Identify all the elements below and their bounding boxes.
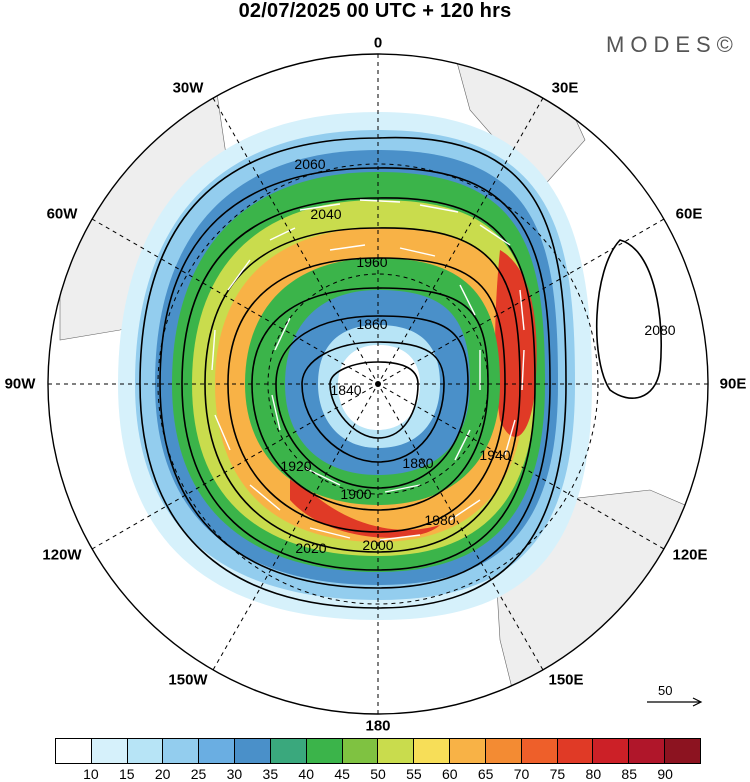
- map-title: 02/07/2025 00 UTC + 120 hrs: [238, 0, 512, 22]
- colorbar-tick-label: 85: [621, 766, 638, 782]
- colorbar-tick-label: 40: [298, 766, 315, 782]
- colorbar-tick-label: 55: [406, 766, 422, 782]
- colorbar-swatch: [56, 739, 92, 763]
- contour-label: 1920: [280, 458, 312, 474]
- contour-label: 2020: [295, 540, 327, 556]
- vector-reference-label: 50: [658, 683, 673, 698]
- contour-label: 2080: [644, 322, 676, 338]
- vector-reference-arrow: [647, 697, 703, 707]
- colorbar-tick-label: 50: [370, 766, 386, 782]
- colorbar-swatch: [127, 739, 164, 763]
- contour-label: 1860: [356, 316, 388, 332]
- lon-label-30w: 30W: [172, 79, 204, 97]
- contour-label: 2060: [294, 156, 326, 172]
- colorbar-swatch: [593, 739, 630, 763]
- map-boundary: [47, 53, 709, 715]
- contour-label: 1980: [424, 512, 456, 528]
- contour-label: 2000: [362, 537, 394, 553]
- colorbar-tick-label: 75: [549, 766, 566, 782]
- colorbar-tick-label: 25: [190, 766, 207, 782]
- colorbar-swatch: [485, 739, 522, 763]
- colorbar-tick-label: 45: [334, 766, 350, 782]
- contour-label: 2040: [310, 206, 342, 222]
- contour-label: 1900: [340, 486, 372, 502]
- colorbar-tick-label: 60: [441, 766, 458, 782]
- lon-label-0: 0: [373, 34, 383, 52]
- lon-label-120w: 120W: [42, 546, 82, 564]
- lon-label-30e: 30E: [551, 79, 579, 97]
- colorbar-tick-label: 20: [154, 766, 171, 782]
- colorbar-swatch: [414, 739, 451, 763]
- wind-vectors: [211, 199, 525, 541]
- colorbar-tick-label: 10: [83, 766, 99, 782]
- colorbar-swatch: [235, 739, 271, 763]
- colorbar-tick-label: 70: [513, 766, 530, 782]
- colorbar-swatch: [557, 739, 594, 763]
- colorbar-swatch: [306, 739, 343, 763]
- modes-logo: MODES©: [606, 32, 739, 57]
- colorbar: [55, 738, 701, 764]
- colorbar-swatch: [91, 739, 128, 763]
- colorbar-swatch: [342, 739, 379, 763]
- lon-label-90w: 90W: [4, 375, 36, 393]
- colorbar-swatch: [199, 739, 236, 763]
- colorbar-swatch: [270, 739, 307, 763]
- lon-label-150e: 150E: [548, 671, 584, 689]
- lon-label-60w: 60W: [46, 205, 78, 223]
- lon-label-90e: 90E: [719, 375, 747, 393]
- lon-label-60e: 60E: [675, 205, 703, 223]
- lon-label-180: 180: [365, 717, 391, 735]
- colorbar-ticks: 10 15 20 25 30 35 40 45 50 55 60 65 70 75 80 85 90: [55, 764, 701, 782]
- colorbar-swatch: [378, 739, 415, 763]
- contour-label: 1880: [402, 455, 434, 471]
- lon-label-150w: 150W: [168, 671, 208, 689]
- wind-band-max-2: [290, 470, 440, 538]
- contour-label: 1940: [479, 447, 511, 463]
- colorbar-tick-label: 15: [118, 766, 135, 782]
- colorbar-tick-label: 30: [226, 766, 243, 782]
- colorbar-swatch: [665, 739, 700, 763]
- colorbar-tick-label: 65: [477, 766, 494, 782]
- colorbar-tick-label: 80: [585, 766, 602, 782]
- polar-map: [47, 53, 709, 715]
- colorbar-swatch: [629, 739, 666, 763]
- colorbar-tick-label: 90: [657, 766, 673, 782]
- contour-label: 1960: [356, 254, 388, 270]
- south-pole-marker: [375, 381, 381, 387]
- lon-label-120e: 120E: [672, 546, 708, 564]
- colorbar-swatch: [521, 739, 558, 763]
- colorbar-swatch: [450, 739, 486, 763]
- contour-label: 1840: [330, 382, 362, 398]
- wind-core-white: [338, 345, 420, 430]
- colorbar-tick-label: 35: [262, 766, 279, 782]
- colorbar-swatch: [163, 739, 200, 763]
